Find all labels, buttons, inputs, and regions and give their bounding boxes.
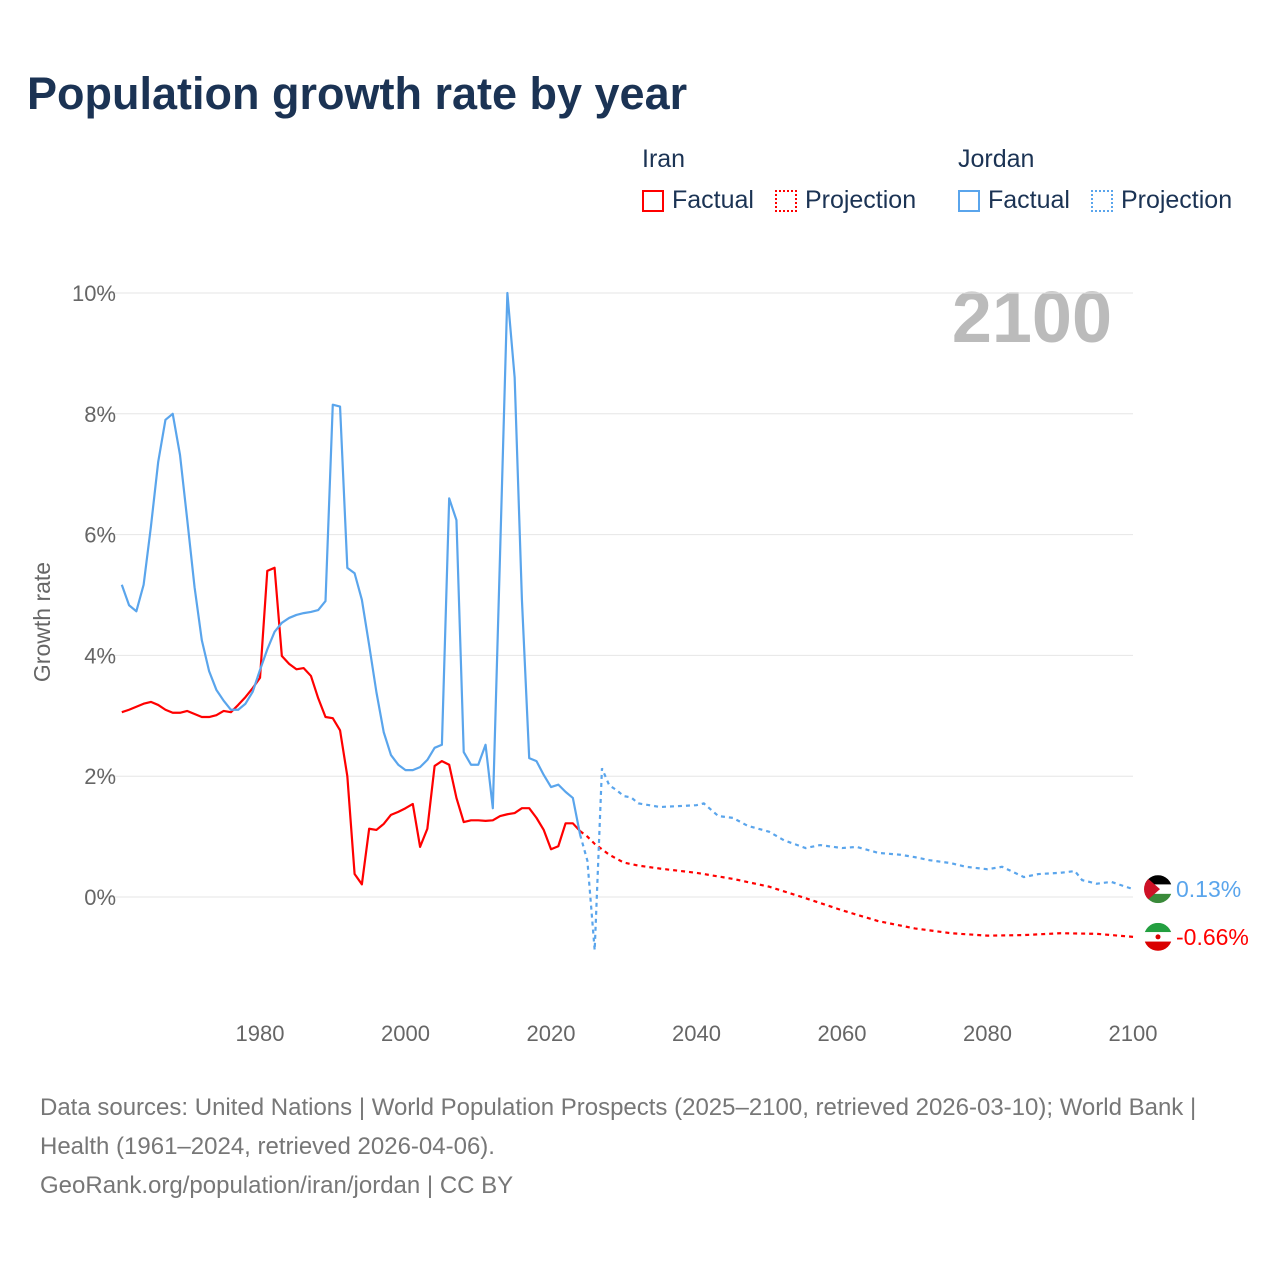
legend-group-jordan: Jordan Factual Projection bbox=[958, 145, 1246, 219]
legend-swatch-dotted bbox=[774, 189, 797, 212]
legend-swatch-solid bbox=[642, 189, 664, 212]
y-tick-label: 2% bbox=[84, 764, 116, 789]
jordan-flag-icon bbox=[1144, 875, 1172, 904]
credit-link[interactable]: GeoRank.org/population/iran/jordan | CC … bbox=[40, 1172, 514, 1199]
x-tick-label: 2100 bbox=[1109, 1021, 1158, 1046]
year-label: 2100 bbox=[952, 278, 1112, 358]
y-tick-label: 10% bbox=[72, 281, 116, 306]
legend-group-iran: Iran Factual Projection bbox=[642, 145, 930, 219]
y-axis-label: Growth rate bbox=[29, 562, 55, 682]
iran-flag-icon bbox=[1144, 922, 1172, 951]
x-tick-label: 2020 bbox=[527, 1021, 576, 1046]
legend-swatch-solid bbox=[958, 189, 980, 212]
x-tick-label: 2040 bbox=[672, 1021, 721, 1046]
iran-end-label: -0.66% bbox=[1176, 924, 1249, 950]
jordan-projection-line bbox=[579, 767, 1134, 951]
legend-label: Projection bbox=[1120, 186, 1233, 214]
y-tick-label: 4% bbox=[84, 643, 116, 668]
data-sources: Data sources: United Nations | World Pop… bbox=[40, 1094, 1197, 1160]
y-tick-label: 6% bbox=[84, 523, 116, 548]
legend-jordan-projection[interactable]: Projection bbox=[1090, 186, 1233, 215]
y-tick-label: 0% bbox=[84, 885, 116, 910]
jordan-end-label: 0.13% bbox=[1176, 876, 1241, 902]
footer: Data sources: United Nations | World Pop… bbox=[40, 1088, 1240, 1205]
chart-plot: 2100 Growth rate 0% 2% 4% 6% 8% 10% 1980 2000 20… bbox=[29, 278, 1249, 1046]
iran-projection-line bbox=[579, 830, 1134, 938]
legend-group-label: Iran bbox=[642, 145, 686, 173]
legend-label: Factual bbox=[672, 186, 754, 214]
legend-jordan-factual[interactable]: Factual bbox=[958, 186, 1070, 215]
x-tick-label: 1980 bbox=[236, 1021, 285, 1046]
legend-label: Projection bbox=[804, 186, 917, 214]
legend-swatch-dotted bbox=[1090, 189, 1113, 212]
chart-title: Population growth rate by year bbox=[27, 68, 688, 119]
legend-label: Factual bbox=[988, 186, 1070, 214]
legend-iran-projection[interactable]: Projection bbox=[774, 186, 917, 215]
iran-factual-line bbox=[121, 566, 581, 886]
x-tick-label: 2000 bbox=[381, 1021, 430, 1046]
jordan-factual-line bbox=[120, 291, 582, 836]
legend-iran-factual[interactable]: Factual bbox=[642, 186, 754, 215]
y-tick-label: 8% bbox=[84, 402, 116, 427]
legend-group-label: Jordan bbox=[958, 145, 1035, 173]
x-tick-label: 2080 bbox=[963, 1021, 1012, 1046]
x-tick-label: 2060 bbox=[818, 1021, 867, 1046]
